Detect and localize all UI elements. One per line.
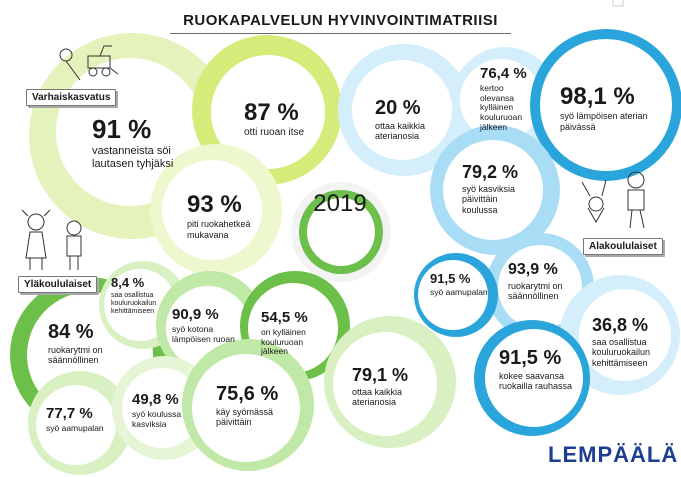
stat-y6-value: 77,7 % [46,405,93,422]
stat-a1-text: ottaa kaikkia aterianosia [375,121,426,142]
bubble-y5-white [333,332,437,436]
stat-v2-value: 87 % [244,99,299,126]
stat-y4-value: 54,5 % [261,309,308,326]
stat-a7: 36,8 % saa osallistua kouluruokailun keh… [592,316,672,368]
stat-y2-text: ruokarytmi on säännöllinen [48,345,103,366]
stat-y1-text: saa osallistua kouluruokailun kehittämis… [111,291,157,315]
corner-mark [612,0,624,7]
stat-v1: 91 % vastanneista söi lautasen tyhjäksi [92,114,202,171]
stat-v1-text: vastanneista söi lautasen tyhjäksi [92,145,174,170]
stat-y8-value: 75,6 % [216,383,279,405]
stat-y7-text: syö koulussa kasviksia [132,408,182,429]
stat-a1: 20 % ottaa kaikkia aterianosia [375,98,445,142]
page-title: RUOKAPALVELUN HYVINVOINTIMATRIISI [183,12,498,29]
children-illustration [21,209,82,270]
stat-y3: 90,9 % syö kotona lämpöisen ruoan [172,307,242,344]
stat-a5: 91,5 % syö aamupalan [430,272,488,297]
stat-y3-value: 90,9 % [172,306,219,323]
stat-a3-text: syö lämpöisen aterian päivässä [560,111,648,132]
stat-a2-value: 76,4 % [480,65,527,82]
bubble-a4-white [443,140,543,240]
stat-a6-value: 93,9 % [508,261,558,278]
stat-v2: 87 % otti ruoan itse [244,100,324,139]
stat-a5-text: syö aamupalan [430,286,488,297]
bubble-a1-white [352,60,452,160]
year-label: 2019 [313,190,367,217]
stat-y5: 79,1 % ottaa kaikkia aterianosia [352,366,422,408]
bubble-y7-white [122,368,202,448]
stat-v1-value: 91 % [92,114,152,144]
bubble-a8-white [485,329,583,427]
year-ring-white [307,198,375,266]
bubble-a7-white [579,289,671,381]
stat-a2: 76,4 % kertoo olevansa kylläinen kouluru… [480,66,536,133]
bubble-a2-white [460,59,542,141]
stat-y5-value: 79,1 % [352,365,409,385]
stat-a7-text: saa osallistua kouluruokailun kehittämis… [592,336,651,368]
bubble-y6-white [36,385,116,465]
bubble-v3-white [162,160,262,260]
stat-y1-value: 8,4 % [111,275,145,290]
stat-y3-text: syö kotona lämpöisen ruoan [172,323,235,344]
stat-y8-text: käy syömässä päivittäin [216,407,274,428]
stat-y4: 54,5 % on kylläinen kouluruoan jälkeen [261,310,325,357]
stat-a1-value: 20 % [375,97,421,119]
stat-y1: 8,4 % saa osallistua kouluruokailun kehi… [111,276,171,316]
stat-y7: 49,8 % syö koulussa kasviksia [132,392,196,429]
stat-a5-value: 91,5 % [430,271,471,286]
stat-a3: 98,1 % syö lämpöisen aterian päivässä [560,84,660,132]
stat-v2-text: otti ruoan itse [244,127,305,139]
category-label-alakoulu: Alakoululaiset [583,238,663,255]
stat-y6: 77,7 % syö aamupalan [46,406,106,434]
stat-y5-text: ottaa kaikkia aterianosia [352,386,403,408]
kids-playing-illustration [581,171,645,229]
stat-v3: 93 % piti ruokahetkeä mukavana [187,192,267,240]
stat-a6: 93,9 % ruokarytmi on säännöllinen [508,261,578,302]
stat-a8-value: 91,5 % [499,347,562,369]
stat-a6-text: ruokarytmi on säännöllinen [508,280,563,302]
stat-a4-value: 79,2 % [462,162,519,182]
bubble-a3-white [540,39,672,171]
stat-y7-value: 49,8 % [132,391,179,408]
lempaala-logo: LEMPÄÄLÄ [548,442,679,467]
stat-a4: 79,2 % syö kasviksia päivittäin koulussa [462,163,532,215]
title-underline [170,33,511,34]
bubble-y8-white [192,354,300,462]
category-label-varhaiskasvatus: Varhaiskasvatus [26,89,117,106]
stat-a7-value: 36,8 % [592,315,649,335]
bubble-a6-white [498,245,582,329]
stat-a8: 91,5 % kokee saavansa ruokailla rauhassa [499,348,579,392]
stat-y8: 75,6 % käy syömässä päivittäin [216,384,292,428]
stat-y2: 84 % ruokarytmi on säännöllinen [48,322,128,366]
stat-a8-text: kokee saavansa ruokailla rauhassa [499,371,573,392]
stat-a3-value: 98,1 % [560,83,635,110]
bubble-v2-white [211,55,325,169]
stat-y4-text: on kylläinen kouluruoan jälkeen [261,326,306,357]
stat-v3-text: piti ruokahetkeä mukavana [187,219,251,240]
toy-cart-illustration [59,45,119,81]
bubble-a5-white [418,260,488,330]
stat-y6-text: syö aamupalan [46,422,104,433]
stat-a4-text: syö kasviksia päivittäin koulussa [462,183,516,215]
stat-y2-value: 84 % [48,321,94,343]
stat-a2-text: kertoo olevansa kylläinen kouluruoan jäl… [480,82,523,132]
category-label-ylakoulu: Yläkoululaiset [18,276,98,293]
stat-v3-value: 93 % [187,191,242,218]
